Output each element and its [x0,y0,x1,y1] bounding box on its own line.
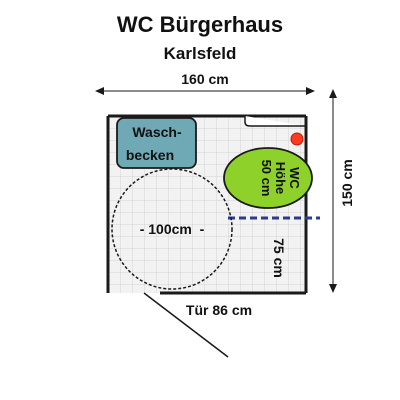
walls [106,114,308,295]
toilet-label-line2: Höhe [273,162,288,195]
door-swing [143,292,229,358]
sink-label-line1: Wasch- [132,124,182,140]
depth-dimension-arrow [329,89,337,293]
door-label: Tür 86 cm [186,302,252,318]
sink [116,117,197,169]
page-subtitle: Karlsfeld [163,44,237,63]
arrow-icon [329,284,337,293]
turning-circle [111,168,233,290]
width-dimension-arrow [95,87,315,95]
page-title: WC Bürgerhaus [116,12,284,37]
inner-dimension-label: 75 cm [271,238,287,278]
wall-niche [244,116,306,127]
arrow-icon [329,89,337,98]
turning-circle-label: - 100cm - [140,221,205,237]
width-label: 160 cm [181,71,228,87]
toilet [223,147,313,209]
toilet-label-line1: WC [287,167,302,189]
arrow-icon [95,87,104,95]
depth-label: 150 cm [339,159,355,206]
sink-label-line2: becken [126,147,174,163]
toilet-label-line3: 50 cm [259,160,274,197]
arrow-icon [306,87,315,95]
flush-button [290,132,304,146]
